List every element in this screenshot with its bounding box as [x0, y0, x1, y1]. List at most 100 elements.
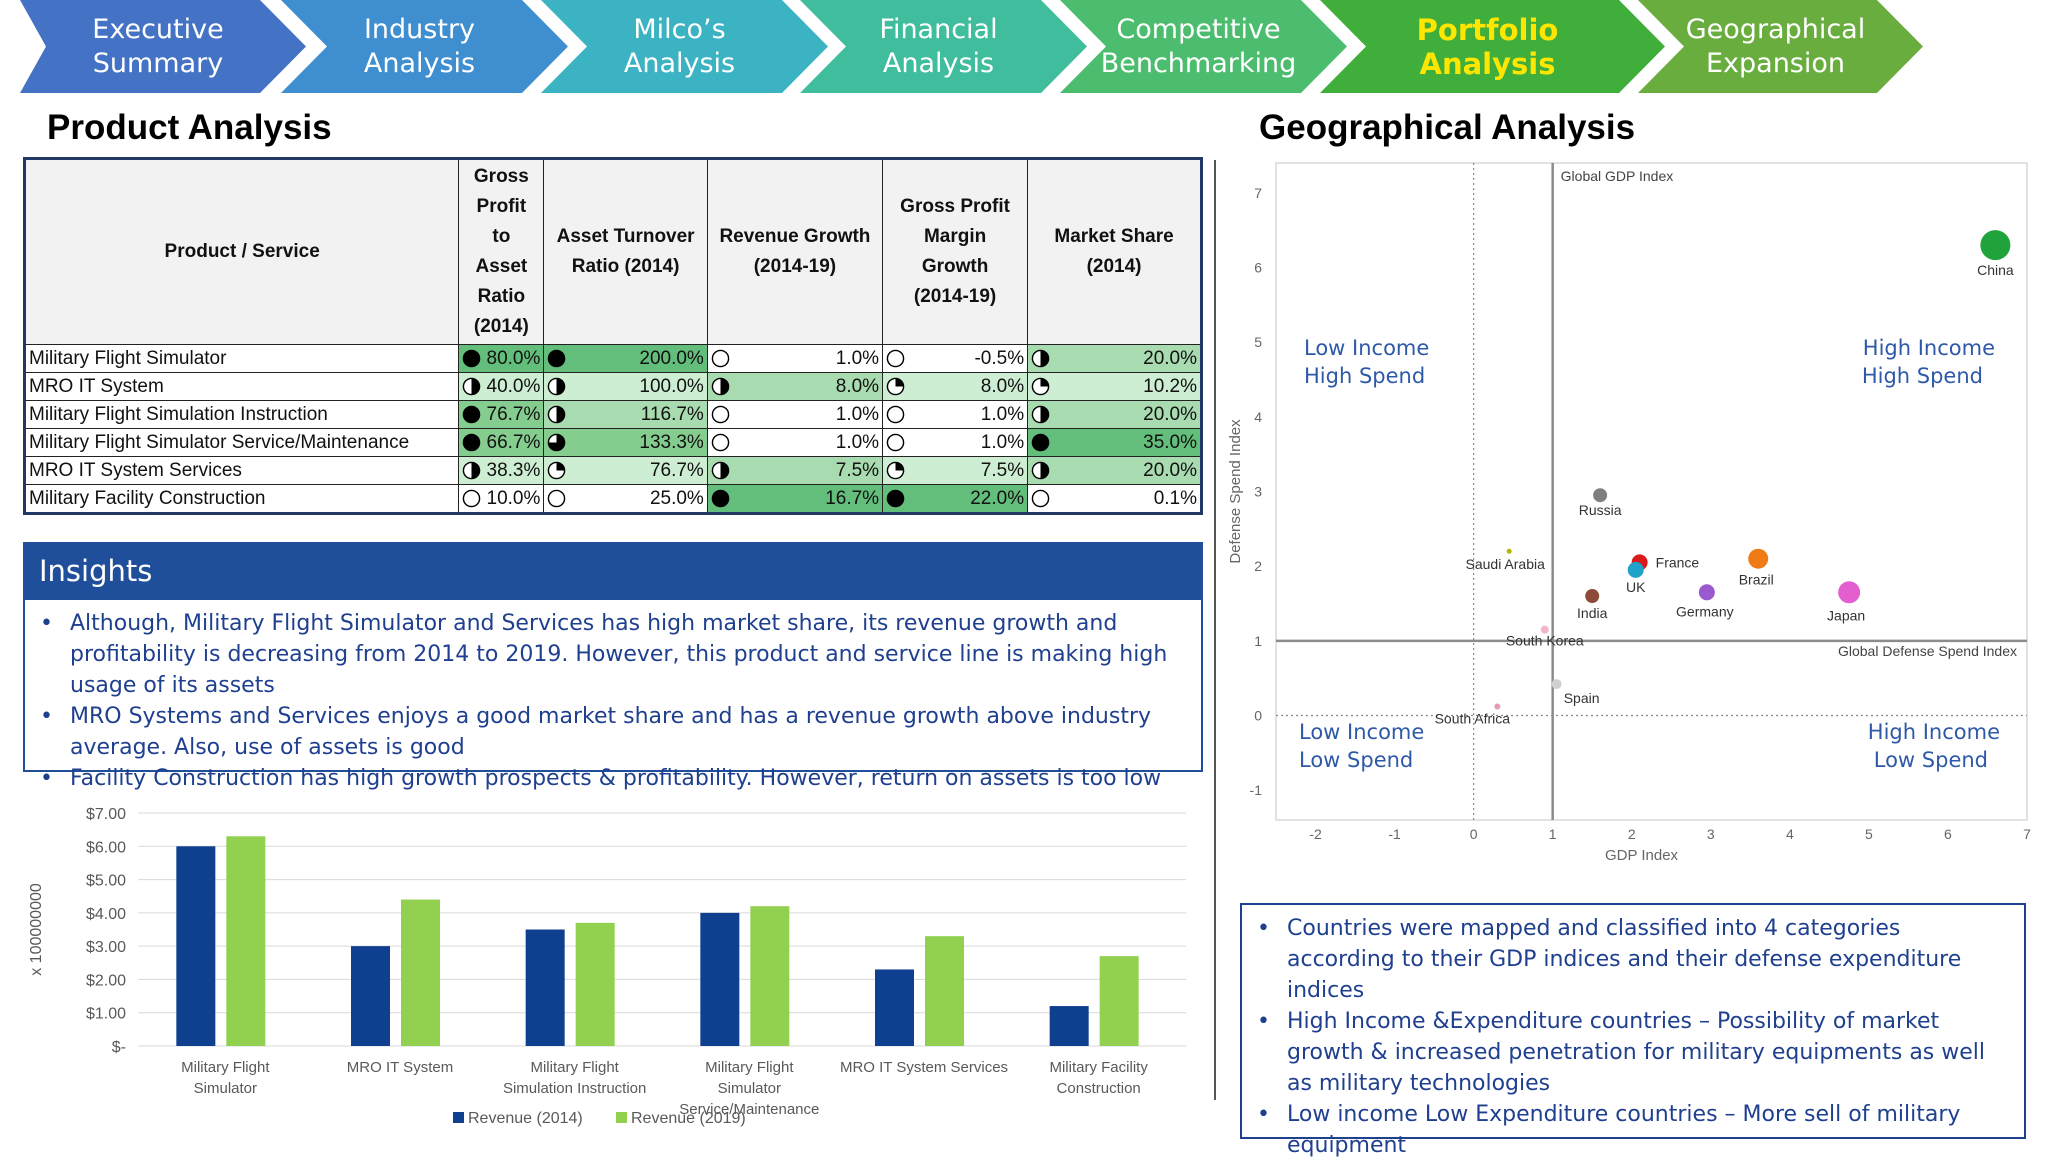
metric-cell: 16.7% [706, 484, 884, 514]
metric-value: 133.3% [639, 431, 704, 453]
quadrant-label-line1: High Income [1863, 336, 1995, 360]
x-tick-label: 2 [1628, 826, 1636, 842]
quadrant-label-line2: High Spend [1304, 364, 1425, 388]
nav-tab-industry-analysis[interactable]: Industry Analysis [281, 0, 568, 93]
harvey-ball-icon [548, 377, 566, 396]
harvey-ball-icon [1031, 349, 1050, 368]
y-tick-label: 0 [1254, 707, 1262, 723]
geographical-analysis-title: Geographical Analysis [1259, 108, 1636, 147]
header-revenue-growth: Revenue Growth (2014-19) [706, 158, 884, 345]
metric-value: 1.0% [835, 347, 880, 369]
harvey-ball-icon [1031, 377, 1050, 396]
x-tick-label: 4 [1786, 826, 1794, 842]
header-market-share: Market Share (2014) [1027, 158, 1202, 345]
metric-value: 16.7% [825, 487, 880, 509]
bullet-item: High Income &Expenditure countries – Pos… [1242, 1006, 2014, 1099]
metric-value: 1.0% [835, 403, 880, 425]
table-row: Military Flight Simulator Service/Mainte… [23, 428, 1202, 457]
country-point-brazil [1748, 548, 1769, 569]
metric-value: 66.7% [486, 431, 541, 453]
product-analysis-title: Product Analysis [47, 108, 332, 147]
nav-tab-competitive-benchmarking[interactable]: Competitive Benchmarking [1060, 0, 1347, 93]
harvey-ball-icon [463, 489, 481, 508]
y-tick-label: $4.00 [86, 906, 126, 923]
metric-value: 76.7% [649, 459, 704, 481]
metric-value: 25.0% [649, 487, 704, 509]
bar-2019 [925, 936, 964, 1046]
x-tick-label: -1 [1388, 826, 1401, 842]
nav-tab-executive-summary[interactable]: Executive Summary [20, 0, 306, 93]
country-label: Brazil [1739, 572, 1774, 588]
country-label: UK [1626, 579, 1646, 595]
nav-tab-portfolio-analysis[interactable]: Portfolio Analysis [1320, 0, 1665, 93]
table-header-row: Product / Service Gross Profit to Asset … [23, 158, 1202, 345]
bar-2014 [875, 969, 914, 1046]
y-tick-label: 6 [1254, 260, 1262, 276]
x-category-label: MRO IT System [347, 1059, 453, 1076]
harvey-ball-icon [463, 461, 481, 480]
x-category-label: MRO IT System Services [840, 1059, 1008, 1076]
metric-value: 100.0% [639, 375, 704, 397]
y-tick-label: $2.00 [86, 972, 126, 989]
bullet-item: Facility Construction has high growth pr… [25, 763, 1187, 794]
metric-cell: 40.0% [458, 372, 545, 401]
harvey-ball-icon [886, 433, 905, 452]
metric-value: 80.0% [486, 347, 541, 369]
country-label: Japan [1827, 607, 1865, 623]
harvey-ball-icon [548, 405, 566, 424]
harvey-ball-icon [463, 349, 481, 368]
x-tick-label: 6 [1944, 826, 1952, 842]
metric-value: 20.0% [1143, 459, 1197, 481]
metric-cell: 22.0% [882, 484, 1029, 514]
y-tick-label: -1 [1250, 782, 1263, 798]
metric-cell: 38.3% [458, 456, 545, 485]
metric-cell: 20.0% [1027, 456, 1202, 485]
harvey-ball-icon [463, 405, 481, 424]
metric-cell: 8.0% [882, 372, 1029, 401]
x-category-label: Military Facility Construction [1049, 1059, 1148, 1097]
metric-cell: -0.5% [882, 344, 1029, 373]
nav-tab-financial-analysis[interactable]: Financial Analysis [800, 0, 1087, 93]
metric-cell: 116.7% [543, 400, 708, 429]
metric-cell: 200.0% [543, 344, 708, 373]
bar-2014 [351, 946, 390, 1046]
metric-cell: 80.0% [458, 344, 545, 373]
y-tick-label: 7 [1254, 185, 1262, 201]
harvey-ball-icon [1031, 461, 1050, 480]
country-point-spain [1551, 679, 1562, 690]
quadrant-label-line1: Low Income [1299, 720, 1424, 744]
legend-swatch [616, 1112, 627, 1123]
country-point-russia [1593, 488, 1608, 503]
metric-value: 10.0% [486, 487, 541, 509]
metric-cell: 100.0% [543, 372, 708, 401]
metric-cell: 10.0% [458, 484, 545, 514]
bar-2014 [176, 846, 216, 1046]
nav-tab-label: Financial Analysis [879, 13, 998, 79]
y-tick-label: $3.00 [86, 939, 126, 956]
metric-cell: 35.0% [1027, 428, 1202, 457]
metric-value: 10.2% [1143, 375, 1197, 397]
metric-cell: 1.0% [706, 428, 884, 457]
nav-tab-label: Executive Summary [92, 13, 224, 79]
harvey-ball-icon [548, 489, 566, 508]
country-point-china [1980, 230, 2011, 261]
nav-tab-milco-s-analysis[interactable]: Milco’s Analysis [541, 0, 828, 93]
harvey-ball-icon [711, 349, 730, 368]
metric-value: 0.1% [1153, 487, 1197, 509]
harvey-ball-icon [711, 461, 730, 480]
header-asset-turnover: Asset Turnover Ratio (2014) [543, 158, 708, 345]
geographical-scatter-chart: -2 -1 0 1 2 3 4 5 6 7 -1 0 1 2 3 4 5 6 7 GDP Index Defense S… [1227, 162, 2031, 864]
metric-cell: 133.3% [543, 428, 708, 457]
harvey-ball-icon [711, 489, 730, 508]
country-point-south-korea [1540, 625, 1549, 634]
metric-value: 20.0% [1143, 347, 1197, 369]
x-tick-label: 7 [2023, 826, 2031, 842]
x-category-label: Military Flight Simulator [181, 1059, 270, 1097]
harvey-ball-icon [463, 377, 481, 396]
product-name-cell: Military Facility Construction [23, 484, 460, 514]
metric-cell: 20.0% [1027, 400, 1202, 429]
y-axis-label: x 100000000 [28, 883, 45, 976]
country-point-south-africa [1494, 703, 1501, 710]
harvey-ball-icon [886, 461, 905, 480]
nav-tab-geographical-expansion[interactable]: Geographical Expansion [1638, 0, 1923, 93]
